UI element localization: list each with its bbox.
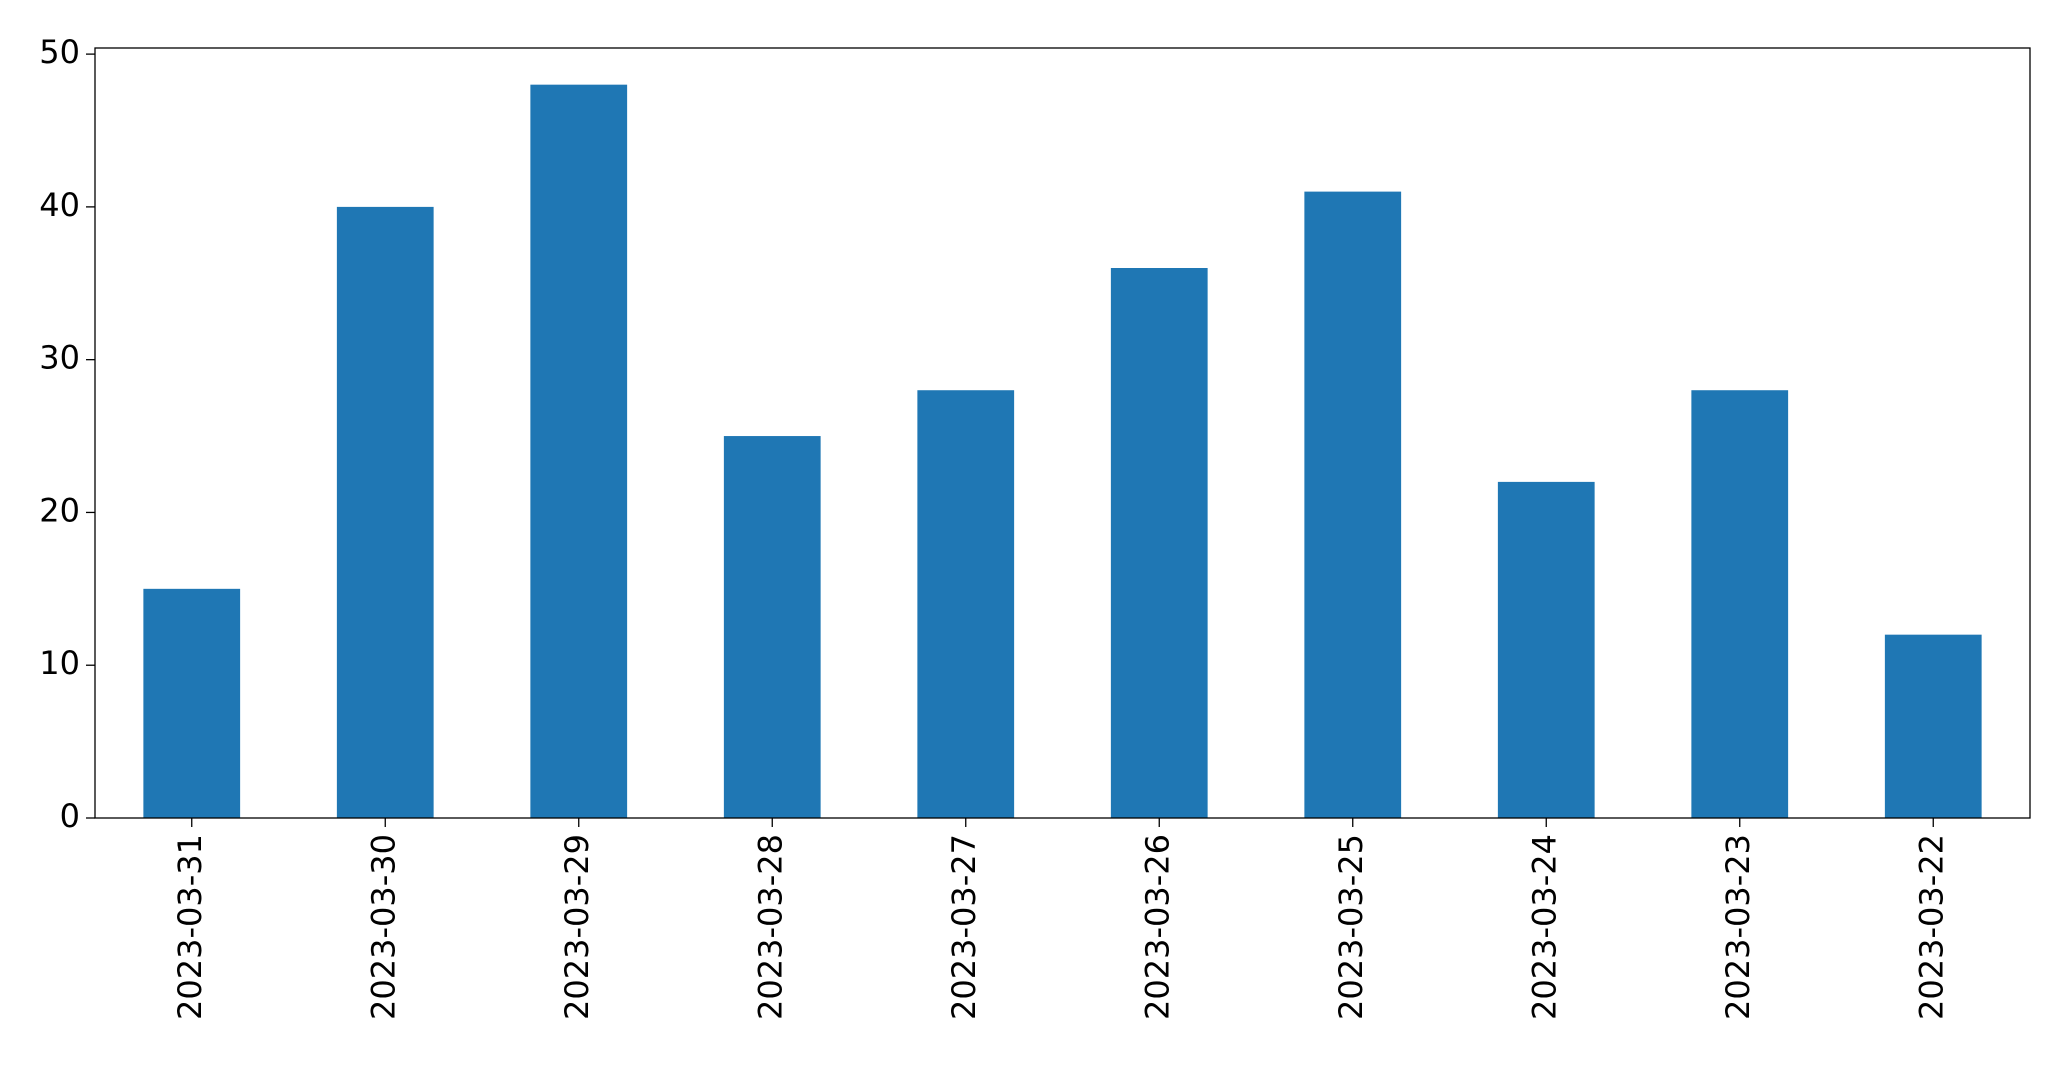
x-tick-label: 2023-03-25 [1332,834,1370,1020]
bar [1884,634,1982,818]
bar [1110,268,1208,818]
x-tick-label: 2023-03-28 [751,834,789,1020]
bar [1304,191,1402,819]
plot-frame [94,47,2031,819]
bar [723,436,821,818]
x-tick-label: 2023-03-26 [1138,834,1176,1020]
y-tick-label: 40 [39,186,80,224]
x-tick-label: 2023-03-22 [1912,834,1950,1020]
y-tick-label: 10 [39,644,80,682]
bar [1497,481,1595,818]
x-tick-label: 2023-03-30 [364,834,402,1020]
bar [530,84,628,818]
x-tick-label: 2023-03-24 [1525,834,1563,1020]
x-tick-label: 2023-03-29 [558,834,596,1020]
bar [336,206,434,818]
x-tick-label: 2023-03-27 [945,834,983,1020]
y-tick-label: 0 [60,797,80,835]
bar [917,390,1015,818]
y-tick-label: 50 [39,33,80,71]
x-tick-label: 2023-03-31 [171,834,209,1020]
y-tick-label: 20 [39,491,80,529]
bar [143,588,241,818]
bar [1691,390,1789,818]
y-tick-label: 30 [39,339,80,377]
x-tick-label: 2023-03-23 [1719,834,1757,1020]
